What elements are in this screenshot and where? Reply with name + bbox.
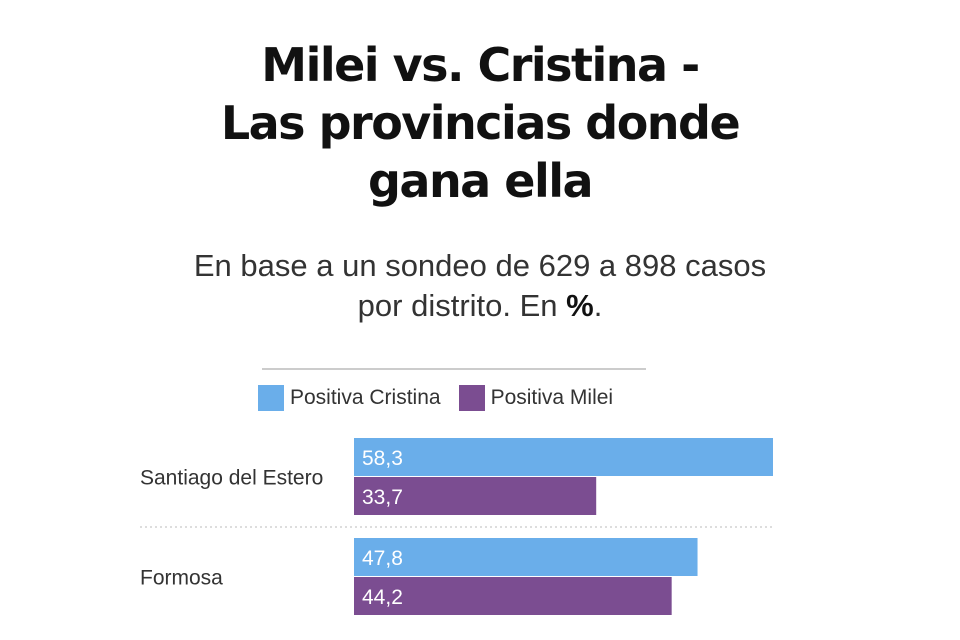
- bar-value-label: 33,7: [362, 486, 403, 509]
- bar-value-label: 47,8: [362, 547, 403, 570]
- bar-value-label: 58,3: [362, 447, 403, 470]
- bar: [354, 438, 773, 476]
- legend: Positiva Cristina Positiva Milei: [258, 384, 631, 412]
- chart-subtitle: En base a un sondeo de 629 a 898 casos p…: [140, 246, 820, 326]
- legend-swatch-milei: [458, 385, 485, 411]
- title-line: Las provincias donde: [220, 96, 741, 150]
- subtitle-line: por distrito. En %.: [140, 286, 820, 326]
- category-label: Santiago del Estero: [140, 467, 323, 490]
- bar: [354, 538, 698, 576]
- legend-item-cristina: Positiva Cristina: [258, 385, 441, 411]
- legend-label-cristina: Positiva Cristina: [290, 386, 441, 409]
- subtitle-text: por distrito. En: [357, 288, 567, 323]
- title-line: gana ella: [367, 154, 594, 208]
- subtitle-unit: %: [566, 288, 594, 323]
- subtitle-line: En base a un sondeo de 629 a 898 casos: [193, 248, 767, 283]
- bar: [354, 577, 672, 615]
- bar: [354, 477, 597, 515]
- title-line: Milei vs. Cristina -: [261, 38, 700, 92]
- legend-swatch-cristina: [258, 385, 284, 411]
- subtitle-period: .: [593, 288, 603, 323]
- bar-value-label: 44,2: [362, 586, 403, 609]
- legend-item-milei: Positiva Milei: [458, 385, 614, 411]
- chart-title: Milei vs. Cristina - Las provincias dond…: [120, 36, 840, 210]
- category-label: Formosa: [140, 567, 223, 590]
- legend-divider: [262, 368, 646, 370]
- legend-label-milei: Positiva Milei: [490, 386, 614, 409]
